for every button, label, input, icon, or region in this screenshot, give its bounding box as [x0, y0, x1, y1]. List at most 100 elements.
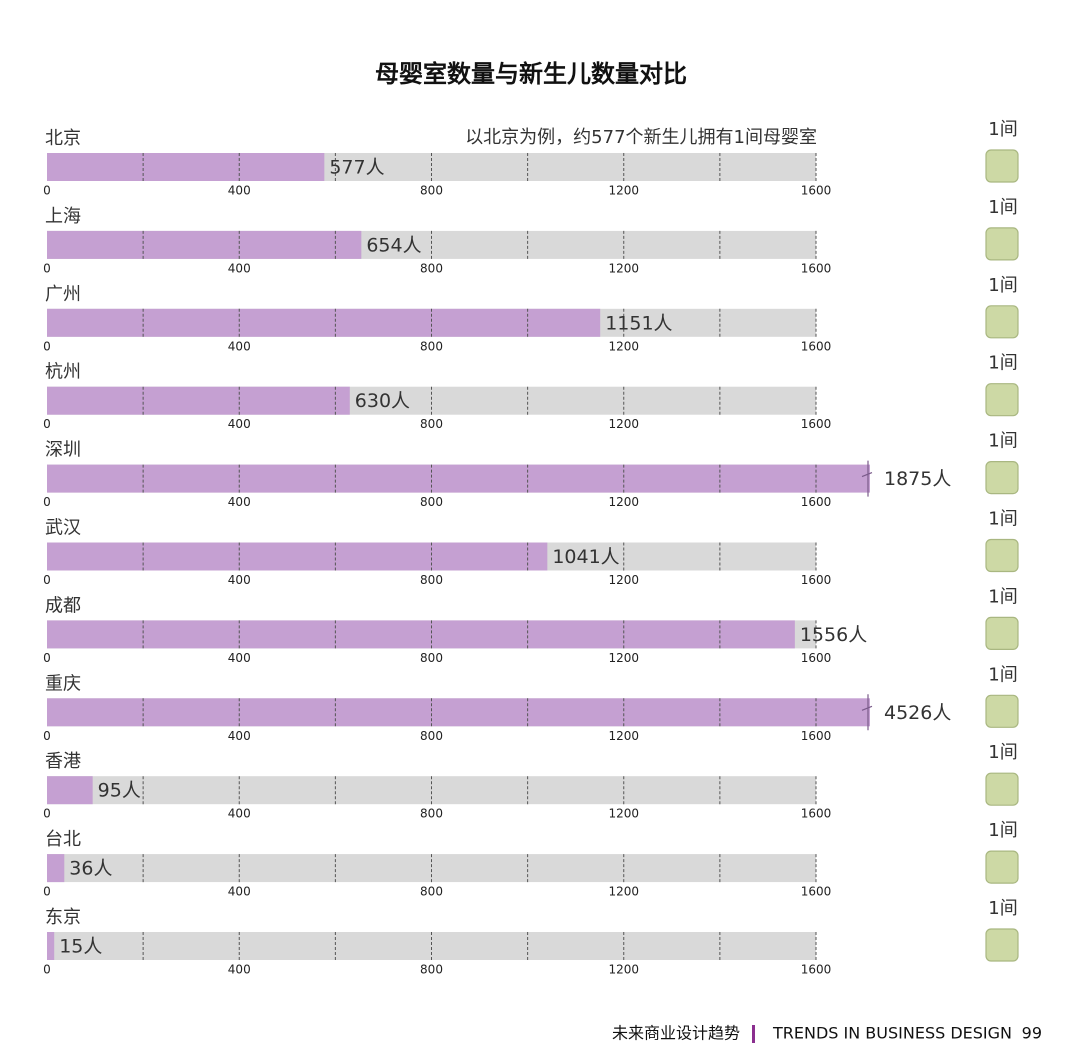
x-tick-label: 1600: [801, 417, 832, 431]
bar: [47, 230, 362, 259]
bar: [47, 542, 548, 571]
chart-title: 母婴室数量与新生儿数量对比: [375, 60, 687, 88]
x-tick-label: 400: [228, 261, 251, 275]
room-label: 1间: [988, 898, 1017, 919]
page-number: 99: [1022, 1024, 1042, 1043]
category-label: 上海: [45, 206, 81, 227]
value-label: 577人: [329, 157, 384, 179]
value-label: 1151人: [605, 312, 672, 334]
room-label: 1间: [988, 197, 1017, 218]
x-tick-label: 0: [43, 729, 51, 743]
x-tick-label: 800: [420, 495, 443, 509]
x-tick-label: 1600: [801, 651, 832, 665]
bar-track: [47, 854, 816, 883]
value-label: 630人: [355, 390, 410, 412]
room-mark: [985, 616, 1019, 651]
x-tick-label: 800: [420, 261, 443, 275]
room-mark: [985, 850, 1019, 884]
x-tick-label: 0: [43, 184, 51, 198]
room-label: 1间: [988, 664, 1017, 685]
x-tick-label: 1200: [608, 963, 639, 977]
x-tick-label: 400: [228, 417, 251, 431]
category-label: 广州: [45, 284, 81, 305]
x-tick-label: 400: [228, 651, 251, 665]
room-mark: [985, 461, 1019, 495]
x-tick-label: 800: [420, 417, 443, 431]
bar: [47, 932, 55, 960]
x-tick-label: 1600: [801, 729, 832, 743]
room-mark: [985, 149, 1019, 183]
footer-en: TRENDS IN BUSINESS DESIGN: [772, 1024, 1012, 1043]
bar: [47, 386, 350, 415]
x-tick-label: 1600: [801, 885, 832, 899]
x-tick-label: 1600: [801, 184, 832, 198]
x-tick-label: 1600: [801, 339, 832, 353]
room-mark: [985, 383, 1019, 417]
bar: [47, 854, 65, 883]
x-tick-label: 800: [420, 963, 443, 977]
room-label: 1间: [988, 353, 1017, 374]
x-tick-label: 800: [420, 184, 443, 198]
category-label: 武汉: [45, 518, 81, 539]
x-tick-label: 1600: [801, 261, 832, 275]
category-label: 重庆: [45, 673, 81, 694]
room-label: 1间: [988, 431, 1017, 452]
x-tick-label: 0: [43, 651, 51, 665]
room-mark: [985, 694, 1019, 728]
room-label: 1间: [988, 742, 1017, 763]
x-tick-label: 1200: [608, 339, 639, 353]
value-label: 15人: [59, 936, 102, 958]
room-label: 1间: [988, 119, 1017, 140]
x-tick-label: 400: [228, 729, 251, 743]
x-tick-label: 0: [43, 261, 51, 275]
x-tick-label: 0: [43, 417, 51, 431]
bar: [47, 776, 93, 805]
x-tick-label: 1200: [608, 261, 639, 275]
x-tick-label: 400: [228, 495, 251, 509]
x-tick-label: 800: [420, 807, 443, 821]
room-mark: [985, 538, 1019, 573]
x-tick-label: 1200: [608, 885, 639, 899]
x-tick-label: 800: [420, 339, 443, 353]
room-mark: [985, 305, 1019, 339]
category-label: 成都: [45, 595, 81, 616]
category-label: 台北: [45, 829, 81, 850]
room-label: 1间: [988, 275, 1017, 296]
room-mark: [985, 772, 1019, 806]
category-label: 东京: [45, 907, 81, 928]
value-label: 1556人: [800, 624, 867, 646]
x-tick-label: 400: [228, 184, 251, 198]
x-tick-label: 400: [228, 885, 251, 899]
room-label: 1间: [988, 586, 1017, 607]
x-tick-label: 400: [228, 963, 251, 977]
x-tick-label: 1200: [608, 573, 639, 587]
annotation: 以北京为例，约577个新生儿拥有1间母婴室: [465, 127, 817, 148]
x-tick-label: 400: [228, 339, 251, 353]
bar: [47, 620, 795, 649]
x-tick-label: 1200: [608, 417, 639, 431]
value-label: 1041人: [552, 546, 619, 568]
value-label: 36人: [69, 858, 112, 880]
category-label: 北京: [45, 128, 81, 149]
x-tick-label: 400: [228, 807, 251, 821]
x-tick-label: 1600: [801, 573, 832, 587]
x-tick-label: 800: [420, 651, 443, 665]
x-tick-label: 1600: [801, 963, 832, 977]
x-tick-label: 0: [43, 963, 51, 977]
room-mark: [985, 227, 1019, 261]
value-label: 1875人: [884, 468, 951, 490]
x-tick-label: 800: [420, 729, 443, 743]
room-mark: [985, 928, 1019, 962]
bar-track: [47, 776, 816, 805]
value-label: 654人: [366, 234, 421, 256]
x-tick-label: 1600: [801, 807, 832, 821]
x-tick-label: 1200: [608, 807, 639, 821]
x-tick-label: 800: [420, 885, 443, 899]
category-label: 杭州: [45, 362, 81, 383]
category-label: 深圳: [45, 440, 81, 461]
footer-separator: [752, 1025, 755, 1043]
x-tick-label: 0: [43, 495, 51, 509]
x-tick-label: 1600: [801, 495, 832, 509]
